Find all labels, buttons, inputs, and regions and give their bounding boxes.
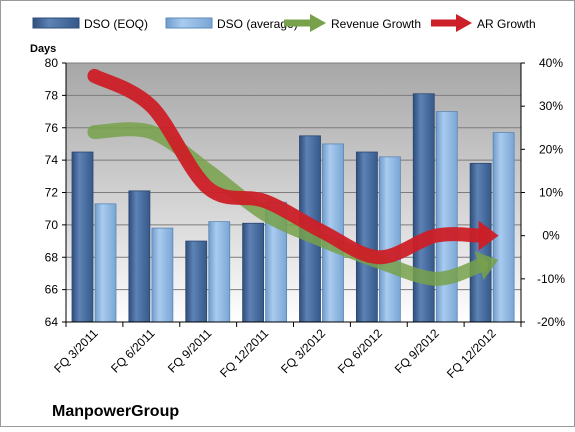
y-tick-label-8: 80 [45,56,59,70]
y2-tick-label-4: 20% [539,142,563,156]
legend-arrowhead-revenue-growth [310,14,326,32]
bar-dso-eoq-0 [71,151,94,323]
bar-dso-eoq-2 [185,240,208,323]
legend-label-revenue-growth: Revenue Growth [331,17,421,31]
bar-dso-eoq-3 [242,222,265,323]
y-axis-ticks: 64 66 68 70 72 74 76 78 80 [45,56,66,329]
legend-label-dso-eoq: DSO (EOQ) [84,17,148,31]
legend-swatch-dso-average [165,17,213,29]
y-tick-label-4: 72 [45,186,59,200]
bar-dso-average-5 [378,156,401,323]
bar-dso-average-1 [151,227,174,323]
y-tick-label-2: 68 [45,250,59,264]
y-tick-label-5: 74 [45,153,59,167]
legend-item-dso-average: DSO (average) [165,17,298,31]
y2-tick-label-3: 10% [539,186,563,200]
y2-axis-ticks: -20% -10% 0% 10% 20% 30% 40% [521,56,565,329]
legend-label-dso-average: DSO (average) [217,17,298,31]
bar-dso-eoq-6 [412,93,435,323]
y-tick-label-6: 76 [45,121,59,135]
y2-tick-label-0: -20% [537,315,565,329]
growth-lines [87,68,499,286]
bar-dso-average-6 [435,111,458,323]
arrowhead-ar-growth [478,220,499,251]
y2-tick-label-6: 40% [539,56,563,70]
legend-item-revenue-growth: Revenue Growth [284,14,421,32]
bar-dso-average-2 [208,221,231,323]
arrowhead-revenue-growth [474,251,499,280]
legend-item-ar-growth: AR Growth [431,14,536,32]
bar-dso-eoq-5 [355,151,378,323]
line-revenue-growth [87,122,489,286]
y2-tick-label-2: 0% [542,229,560,243]
y-tick-label-0: 64 [45,315,59,329]
bar-dso-average-7 [492,132,515,323]
legend: DSO (EOQ) DSO (average) Revenue Growth A… [32,14,536,32]
y-axis-label: Days [30,43,56,55]
y2-tick-label-1: -10% [537,272,565,286]
legend-item-dso-eoq: DSO (EOQ) [32,17,148,31]
bar-dso-eoq-1 [128,190,151,323]
y-tick-label-1: 66 [45,283,59,297]
line-ar-growth [87,68,488,265]
company-name: ManpowerGroup [52,403,179,420]
y-tick-label-3: 70 [45,218,59,232]
legend-swatch-dso-eoq [32,17,80,29]
bar-dso-average-0 [94,203,117,323]
legend-arrowhead-ar-growth [456,14,472,32]
y-tick-label-7: 78 [45,88,59,102]
legend-label-ar-growth: AR Growth [477,17,536,31]
y2-tick-label-5: 30% [539,99,563,113]
